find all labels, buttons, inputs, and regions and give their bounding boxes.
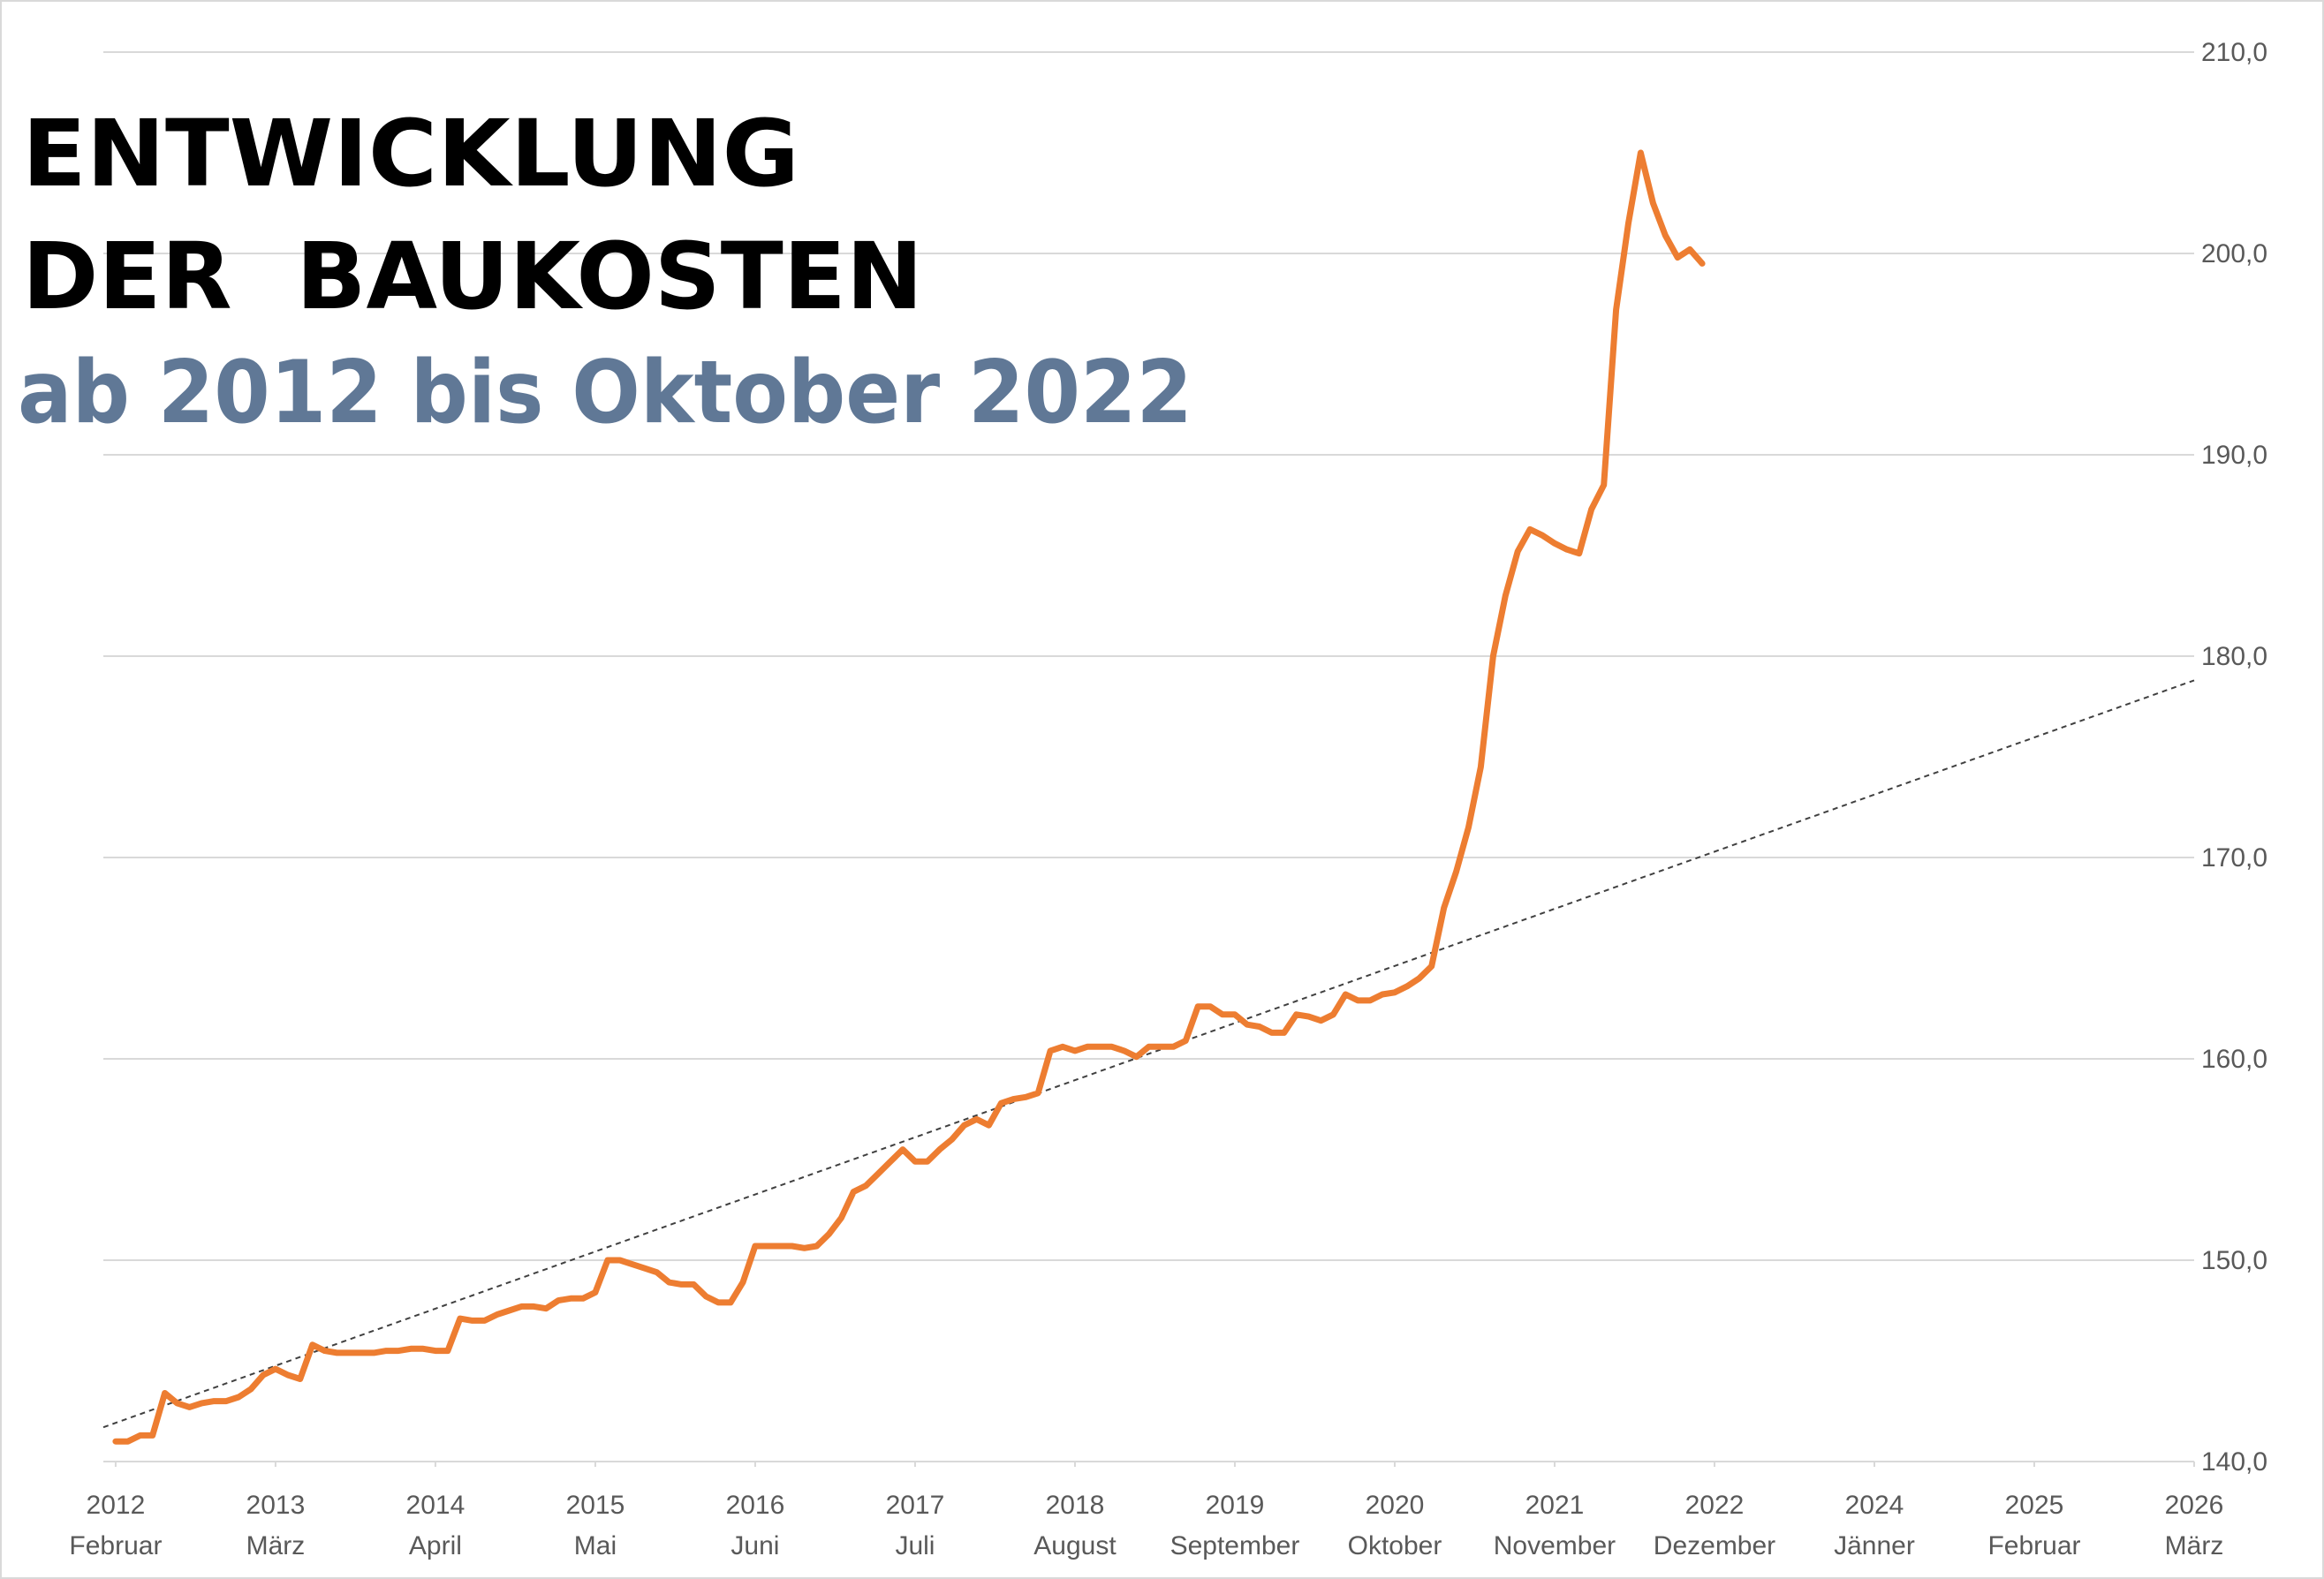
x-tick-label: 2026: [2165, 1491, 2224, 1520]
title-line-2: DER BAUKOSTEN: [22, 223, 923, 330]
x-tick-label: 2019: [1206, 1491, 1265, 1520]
trendline: [102, 679, 2195, 1429]
x-tick-label: Februar: [1987, 1531, 2080, 1560]
x-tick-label: Juli: [895, 1531, 935, 1560]
x-tick-label: 2013: [246, 1491, 306, 1520]
x-tick-label: 2016: [726, 1491, 785, 1520]
x-tick-label: 2012: [87, 1491, 146, 1520]
grid: 140,0 150,0 160,0 170,0 180,0 190,0 200,0 210,0…: [69, 38, 2267, 1560]
x-tick-label: Oktober: [1348, 1531, 1442, 1560]
x-tick-label: Mai: [574, 1531, 617, 1560]
x-tick-label: Jänner: [1834, 1531, 1915, 1560]
x-tick-label: September: [1170, 1531, 1300, 1560]
y-tick-label: 160,0: [2201, 1045, 2267, 1074]
x-tick-label: 2024: [1845, 1491, 1904, 1520]
x-tick-label: 2015: [566, 1491, 625, 1520]
x-tick-label: 2014: [406, 1491, 466, 1520]
x-tick-label: 2018: [1046, 1491, 1105, 1520]
x-tick-label: Dezember: [1654, 1531, 1775, 1560]
x-tick-label: Februar: [69, 1531, 162, 1560]
y-tick-label: 170,0: [2201, 843, 2267, 873]
subtitle: ab 2012 bis Oktober 2022: [18, 343, 1192, 443]
x-tick-label: März: [2165, 1531, 2224, 1560]
x-tick-label: 2017: [886, 1491, 945, 1520]
line: [112, 149, 1706, 1445]
y-tick-label: 140,0: [2201, 1447, 2267, 1477]
y-tick-label: 210,0: [2201, 38, 2267, 67]
y-tick-label: 150,0: [2201, 1246, 2267, 1275]
x-tick-label: März: [246, 1531, 306, 1560]
x-tick-label: August: [1033, 1531, 1117, 1560]
x-tick-label: 2020: [1366, 1491, 1425, 1520]
plot: [102, 149, 2195, 1445]
y-tick-label: 180,0: [2201, 642, 2267, 671]
x-tick-label: Juni: [731, 1531, 779, 1560]
x-tick-label: 2022: [1685, 1491, 1745, 1520]
x-tick-label: April: [409, 1531, 462, 1560]
y-tick-label: 200,0: [2201, 239, 2267, 268]
y-tick-label: 190,0: [2201, 441, 2267, 470]
x-tick-label: November: [1494, 1531, 1616, 1560]
x-tick-label: 2025: [2005, 1491, 2064, 1520]
x-tick-label: 2021: [1525, 1491, 1585, 1520]
title-line-1: ENTWICKLUNG: [22, 100, 799, 208]
